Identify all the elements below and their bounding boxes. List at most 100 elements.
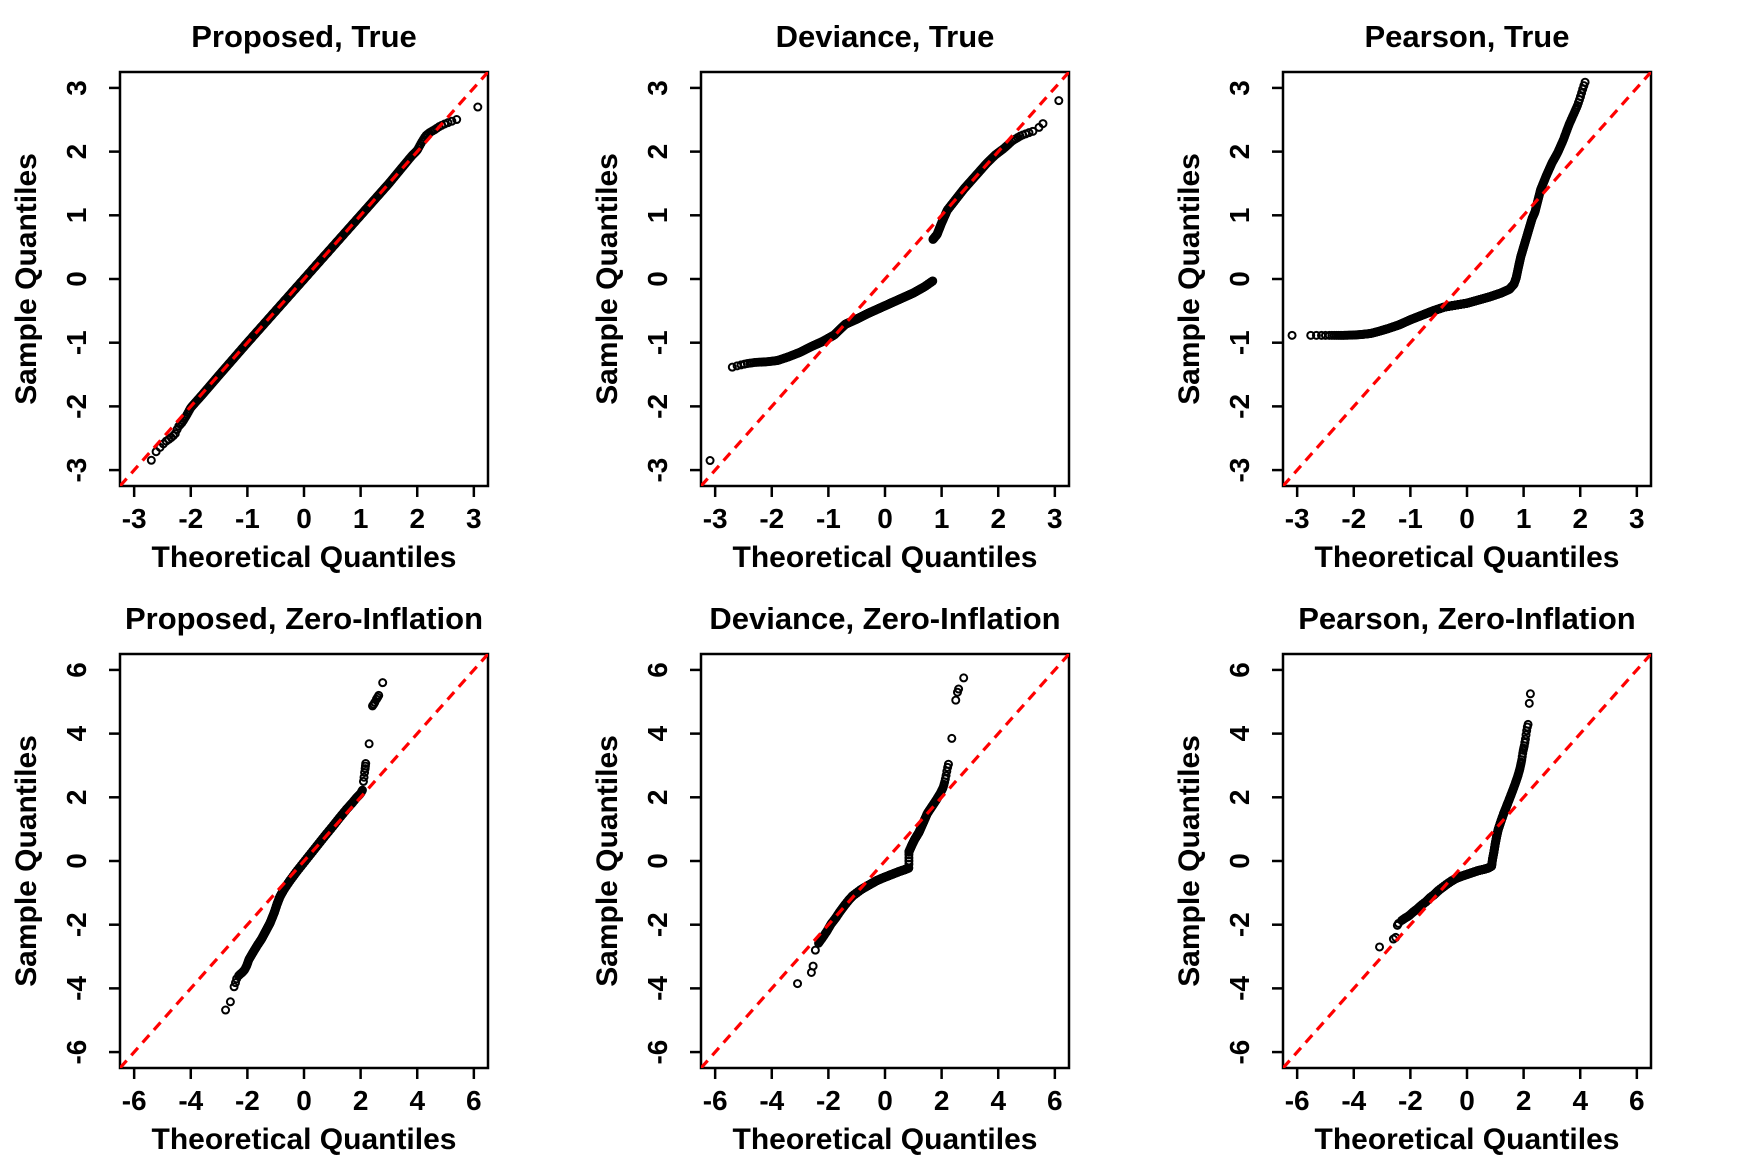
qq-outlier-point — [1305, 330, 1315, 340]
qq-points — [146, 102, 483, 465]
qq-outlier-point — [1320, 330, 1330, 340]
y-tick-label: 6 — [61, 662, 92, 678]
qq-point — [1028, 126, 1038, 136]
identity-reference-line — [1282, 72, 1651, 486]
y-tick-label: -2 — [61, 912, 92, 937]
y-tick-label: 4 — [642, 725, 673, 741]
x-tick-label: 0 — [878, 503, 894, 534]
x-tick-label: -6 — [122, 1084, 147, 1115]
y-axis-label: Sample Quantiles — [10, 153, 43, 405]
y-tick-label: 2 — [642, 789, 673, 805]
y-tick-label: -2 — [1224, 394, 1255, 419]
y-tick-label: -3 — [61, 458, 92, 483]
y-tick-label: -4 — [642, 975, 673, 1000]
x-tick-label: 2 — [1572, 503, 1588, 534]
y-axis-label: Sample Quantiles — [1173, 153, 1206, 405]
qq-points — [705, 96, 1064, 466]
x-tick-label: 3 — [1047, 503, 1063, 534]
qq-outlier-point — [359, 772, 369, 782]
y-tick-label: -3 — [1224, 458, 1255, 483]
qq-outlier-point — [1054, 96, 1064, 106]
y-tick-label: 4 — [61, 725, 92, 741]
qq-points — [221, 677, 388, 1015]
qq-point — [146, 455, 156, 465]
x-tick-label: 4 — [409, 1084, 425, 1115]
qq-outlier-point — [378, 677, 388, 687]
y-axis-label: Sample Quantiles — [10, 735, 43, 987]
y-tick-label: 0 — [1224, 271, 1255, 287]
y-tick-label: 0 — [642, 271, 673, 287]
x-tick-label: 0 — [1459, 503, 1475, 534]
qq-point — [447, 116, 457, 126]
y-tick-label: 0 — [642, 853, 673, 869]
y-tick-label: 0 — [61, 271, 92, 287]
x-tick-label: -3 — [1284, 503, 1309, 534]
x-tick-label: 3 — [466, 503, 482, 534]
qq-outlier-point — [361, 758, 371, 768]
x-axis-label: Theoretical Quantiles — [152, 1122, 457, 1155]
qq-point — [928, 276, 938, 286]
qq-outlier-point — [1038, 119, 1048, 129]
y-axis-label: Sample Quantiles — [591, 153, 624, 405]
y-tick-label: -2 — [642, 912, 673, 937]
x-tick-label: 1 — [1515, 503, 1531, 534]
y-tick-label: -2 — [61, 394, 92, 419]
qq-outlier-point — [358, 776, 368, 786]
x-tick-label: 6 — [1047, 1084, 1063, 1115]
y-tick-label: 1 — [61, 208, 92, 224]
y-tick-label: 2 — [642, 144, 673, 160]
qq-point — [1580, 77, 1590, 87]
y-tick-label: 1 — [642, 208, 673, 224]
panel-title: Proposed, True — [191, 19, 417, 54]
qq-outlier-point — [221, 1005, 231, 1015]
qq-outlier-point — [364, 738, 374, 748]
x-tick-label: 1 — [353, 503, 369, 534]
x-tick-label: -4 — [178, 1084, 203, 1115]
panel-title: Deviance, True — [776, 19, 995, 54]
x-tick-label: 1 — [934, 503, 950, 534]
x-tick-label: 4 — [991, 1084, 1007, 1115]
x-tick-label: -3 — [122, 503, 147, 534]
qq-points — [1287, 77, 1590, 340]
panel-title: Deviance, Zero-Inflation — [710, 601, 1061, 636]
y-tick-label: -2 — [642, 394, 673, 419]
y-tick-label: 0 — [61, 853, 92, 869]
y-tick-label: -1 — [642, 330, 673, 355]
identity-reference-line — [119, 72, 488, 486]
qq-outlier-point — [705, 456, 715, 466]
x-tick-label: 6 — [466, 1084, 482, 1115]
y-tick-label: 2 — [1224, 144, 1255, 160]
x-axis-label: Theoretical Quantiles — [733, 541, 1038, 574]
x-tick-label: -1 — [816, 503, 841, 534]
y-tick-label: 2 — [61, 144, 92, 160]
y-tick-label: 6 — [642, 662, 673, 678]
qq-outlier-point — [1287, 330, 1297, 340]
qq-outlier-point — [225, 996, 235, 1006]
qq-point — [452, 115, 462, 125]
y-tick-label: -6 — [642, 1039, 673, 1064]
y-axis-label: Sample Quantiles — [591, 735, 624, 987]
y-tick-label: 3 — [1224, 80, 1255, 96]
x-tick-label: -2 — [178, 503, 203, 534]
x-tick-label: -2 — [760, 503, 785, 534]
qq-points — [793, 672, 969, 988]
qq-panel-deviance-true: Deviance, True Theoretical Quantiles Sampl… — [591, 19, 1071, 574]
qq-outlier-point — [232, 973, 242, 983]
y-tick-label: 2 — [61, 789, 92, 805]
x-axis-label: Theoretical Quantiles — [1314, 541, 1619, 574]
x-tick-label: 0 — [296, 1084, 312, 1115]
qq-outlier-point — [1316, 330, 1326, 340]
x-tick-label: 2 — [409, 503, 425, 534]
x-tick-label: -3 — [703, 503, 728, 534]
y-tick-label: -3 — [642, 458, 673, 483]
y-tick-label: 3 — [61, 80, 92, 96]
x-tick-label: 2 — [353, 1084, 369, 1115]
x-tick-label: 0 — [296, 503, 312, 534]
y-tick-label: 3 — [642, 80, 673, 96]
y-tick-label: 1 — [1224, 208, 1255, 224]
y-tick-label: -6 — [61, 1039, 92, 1064]
qq-outlier-point — [1311, 330, 1321, 340]
